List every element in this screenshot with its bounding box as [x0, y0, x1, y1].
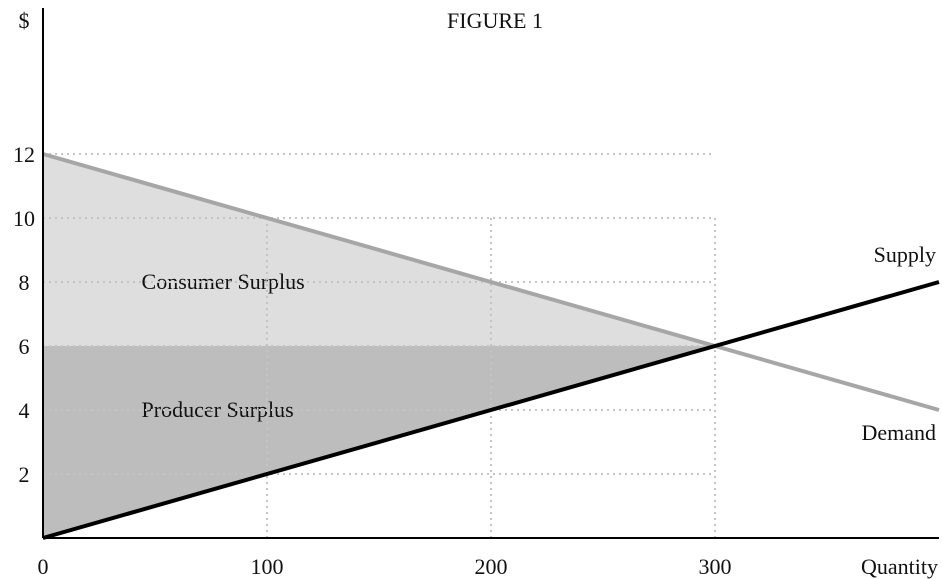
x-axis-label: Quantity: [861, 554, 938, 579]
x-tick-label-100: 100: [251, 554, 284, 579]
chart-labels: FIGURE 1 $ Quantity: [19, 8, 939, 579]
y-tick-label-2: 2: [19, 462, 30, 487]
tick-labels: 0 100 200 300 2 4 6 8 10 12: [13, 142, 732, 579]
demand-label: Demand: [861, 420, 936, 445]
supply-label: Supply: [874, 242, 936, 267]
series-lines: Supply Demand: [42, 152, 940, 540]
demand-line: [42, 152, 940, 412]
grid: [43, 153, 716, 538]
supply-line: [42, 280, 940, 540]
y-tick-label-10: 10: [13, 206, 35, 231]
y-tick-label-8: 8: [19, 270, 30, 295]
y-tick-label-6: 6: [19, 334, 30, 359]
x-tick-label-0: 0: [38, 554, 49, 579]
axes: [42, 8, 939, 539]
y-axis-label: $: [19, 8, 30, 33]
y-tick-label-12: 12: [13, 142, 35, 167]
chart-title: FIGURE 1: [447, 8, 543, 33]
x-tick-label-200: 200: [475, 554, 508, 579]
y-tick-label-4: 4: [19, 398, 30, 423]
x-tick-label-300: 300: [699, 554, 732, 579]
